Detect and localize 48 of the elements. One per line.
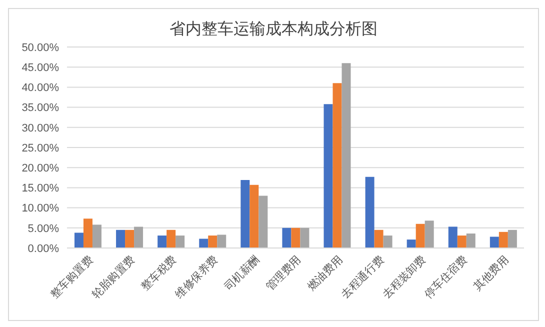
bar bbox=[92, 224, 102, 248]
bar bbox=[498, 232, 508, 248]
bar bbox=[383, 236, 392, 248]
bar bbox=[332, 83, 342, 248]
bar bbox=[416, 224, 425, 248]
bar bbox=[208, 236, 218, 248]
y-tick-label: 50.00% bbox=[22, 42, 60, 54]
bar bbox=[116, 230, 126, 248]
bar bbox=[457, 236, 466, 248]
bar bbox=[217, 234, 226, 248]
bar bbox=[250, 184, 259, 248]
bar bbox=[342, 63, 351, 248]
y-tick-label: 10.00% bbox=[22, 202, 60, 215]
y-tick-label: 40.00% bbox=[22, 82, 60, 94]
y-tick-label: 45.00% bbox=[22, 62, 60, 74]
bar bbox=[374, 230, 384, 248]
bar bbox=[291, 228, 300, 248]
y-tick-label: 30.00% bbox=[22, 122, 60, 134]
y-tick-label: 35.00% bbox=[22, 102, 60, 114]
bar bbox=[83, 218, 92, 248]
y-tick-label: 20.00% bbox=[22, 162, 60, 175]
chart-title: 省内整车运输成本构成分析图 bbox=[168, 20, 378, 40]
bar bbox=[300, 228, 310, 248]
y-tick-label: 15.00% bbox=[22, 182, 60, 195]
x-tick-label: 管理费用 bbox=[263, 252, 304, 294]
bar bbox=[448, 226, 458, 248]
bar bbox=[508, 230, 517, 248]
y-tick-label: 0.00% bbox=[28, 242, 60, 255]
x-tick-label: 其他费用 bbox=[471, 252, 512, 294]
bar bbox=[324, 104, 333, 248]
bar bbox=[166, 230, 176, 248]
bar bbox=[134, 226, 144, 248]
bar bbox=[199, 238, 208, 248]
bar bbox=[125, 230, 134, 248]
bar bbox=[240, 180, 250, 248]
bar bbox=[282, 228, 292, 248]
bar bbox=[74, 232, 84, 248]
y-tick-label: 25.00% bbox=[22, 142, 60, 154]
bar bbox=[424, 220, 434, 248]
x-tick-label: 司机薪酬 bbox=[222, 252, 262, 294]
bar bbox=[406, 240, 416, 248]
bar bbox=[176, 236, 185, 248]
bar bbox=[490, 236, 499, 248]
bar bbox=[365, 176, 374, 248]
y-tick-label: 5.00% bbox=[28, 222, 60, 235]
bar bbox=[466, 234, 476, 248]
bar bbox=[258, 196, 268, 248]
bar bbox=[158, 236, 167, 248]
